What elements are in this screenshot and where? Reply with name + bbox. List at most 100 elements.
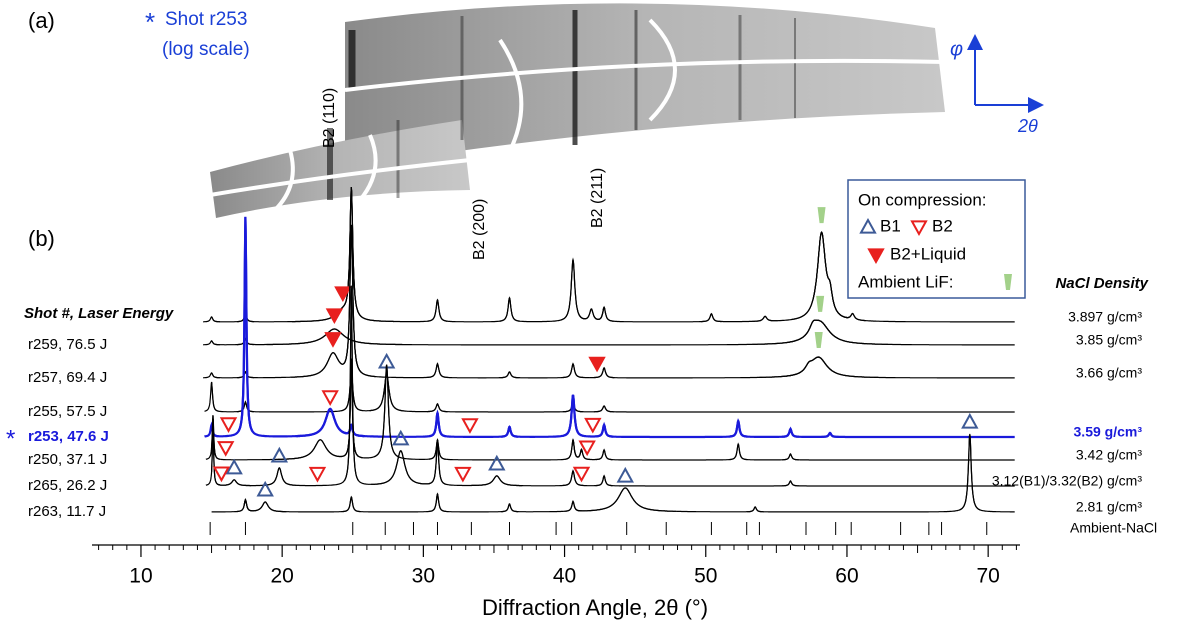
detector-fan xyxy=(345,3,945,168)
trace-line xyxy=(211,435,1015,513)
peak xyxy=(562,362,584,379)
peak xyxy=(595,474,613,487)
peak xyxy=(781,427,800,438)
peak xyxy=(500,503,518,513)
peak xyxy=(369,372,404,412)
shot-title: Shot r253 xyxy=(165,9,247,30)
legend-b2 xyxy=(910,220,928,237)
b2-marker xyxy=(578,440,596,457)
peak xyxy=(821,431,839,438)
density-label: 3.897 g/cm³ xyxy=(1068,309,1142,325)
peak xyxy=(204,381,219,412)
shot-label: r255, 57.5 J xyxy=(28,403,107,420)
scale-note: (log scale) xyxy=(162,39,250,60)
peak xyxy=(290,224,376,378)
peak xyxy=(564,500,582,512)
peak xyxy=(562,469,584,487)
peak xyxy=(701,313,722,323)
b2-marker xyxy=(219,417,238,433)
peak xyxy=(237,216,254,432)
peak xyxy=(343,285,359,482)
peak xyxy=(428,409,447,438)
b1-marker xyxy=(616,466,634,483)
peak xyxy=(839,312,866,322)
b1-marker xyxy=(256,480,274,497)
peak xyxy=(499,296,520,322)
shot-label: r250, 37.1 J xyxy=(28,451,107,468)
peak xyxy=(203,372,220,379)
peak xyxy=(427,362,448,379)
b1-marker xyxy=(392,429,410,446)
peak xyxy=(746,506,764,513)
detector-gaps xyxy=(209,18,946,212)
trace-line xyxy=(211,372,1015,413)
legend-label: B2 xyxy=(932,216,953,235)
peak xyxy=(593,405,615,413)
star: * xyxy=(6,425,15,452)
peak xyxy=(729,442,747,461)
peak xyxy=(203,340,220,346)
density-header: NaCl Density xyxy=(1055,275,1148,292)
peak xyxy=(562,394,584,437)
peak xyxy=(428,492,446,513)
x-tick-label: 50 xyxy=(694,565,717,588)
b2-liquid-marker xyxy=(324,332,342,348)
b1-marker xyxy=(225,458,243,475)
shot-label: r257, 69.4 J xyxy=(28,369,107,386)
legend-title: On compression: xyxy=(858,190,987,209)
peak xyxy=(237,337,254,346)
peak xyxy=(783,356,835,377)
detector-fan xyxy=(210,120,470,218)
b2-marker xyxy=(461,418,479,434)
peak xyxy=(236,371,254,379)
density-label: 3.85 g/cm³ xyxy=(1076,332,1142,348)
peak xyxy=(959,433,981,511)
detector-images xyxy=(209,3,946,218)
density-label: 3.12(B1)/3.32(B2) g/cm³ xyxy=(992,473,1143,489)
shot-label: r253, 47.6 J xyxy=(28,428,109,445)
peak xyxy=(500,425,518,438)
peak xyxy=(216,479,252,487)
peak xyxy=(342,495,360,513)
peak xyxy=(560,257,586,321)
peak xyxy=(342,423,360,437)
x-tick-label: 40 xyxy=(553,565,576,588)
peak xyxy=(578,306,605,320)
peak xyxy=(262,467,297,486)
b2-liquid-marker xyxy=(588,356,606,373)
detector-axes xyxy=(967,34,1044,113)
density-label: 2.81 g/cm³ xyxy=(1076,499,1142,515)
peak xyxy=(205,415,220,460)
reflection-label: B2 (200) xyxy=(471,199,488,260)
legend-box xyxy=(847,179,1026,299)
legend-label: B1 xyxy=(880,216,901,235)
b1-marker xyxy=(488,454,506,471)
panel-label: (a) xyxy=(28,8,55,33)
lif-marker xyxy=(816,295,825,312)
b2-marker xyxy=(216,441,235,457)
peak xyxy=(203,316,220,323)
lif-marker xyxy=(814,332,823,349)
b2-liquid-marker xyxy=(334,286,352,303)
density-label: 3.59 g/cm³ xyxy=(1074,424,1143,440)
peak xyxy=(595,448,613,461)
peak xyxy=(593,367,615,379)
peak xyxy=(237,400,254,413)
peak xyxy=(428,440,447,485)
b1-marker xyxy=(961,412,979,429)
legend-b2-liquid xyxy=(867,248,885,265)
axis-phi: φ xyxy=(950,38,963,60)
shot-label: r265, 26.2 J xyxy=(28,477,107,494)
peak xyxy=(759,356,878,378)
density-label: 3.66 g/cm³ xyxy=(1076,365,1142,381)
b2-marker xyxy=(584,417,602,434)
b2-marker xyxy=(321,390,339,406)
reflection-label: B2 (110) xyxy=(321,88,338,148)
peak xyxy=(782,453,799,461)
peak xyxy=(573,487,677,512)
axis-2theta: 2θ xyxy=(1017,116,1038,136)
star: * xyxy=(145,7,155,37)
row-header: Shot #, Laser Energy xyxy=(24,305,174,322)
peak xyxy=(204,421,219,438)
